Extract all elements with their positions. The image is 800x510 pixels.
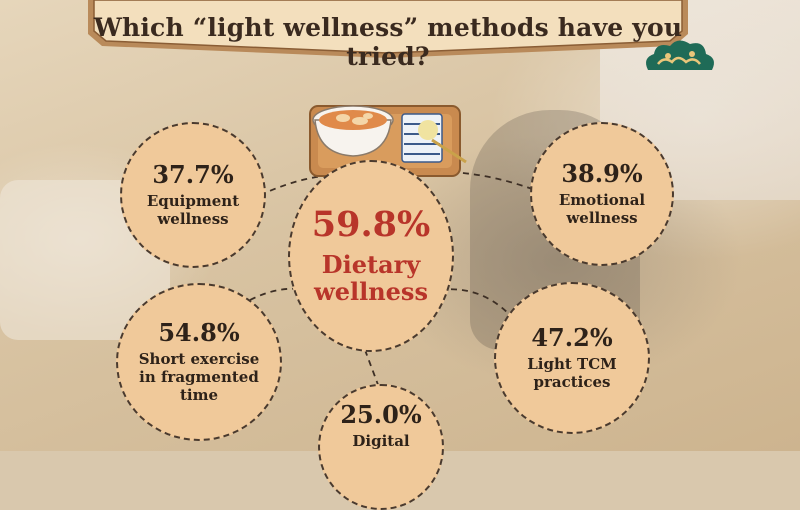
category-label: Digital xyxy=(352,432,410,451)
chart-title: Which “light wellness” methods have you … xyxy=(93,13,683,71)
category-label: Dietary wellness xyxy=(314,249,428,307)
value-label: 59.8% xyxy=(311,204,431,246)
bubble-light-tcm: 47.2% Light TCM practices xyxy=(494,282,650,434)
value-label: 25.0% xyxy=(340,400,422,429)
value-label: 37.7% xyxy=(152,159,234,189)
value-label: 54.8% xyxy=(158,317,240,347)
bubble-digital: 25.0% Digital xyxy=(318,384,444,510)
category-label: Emotional wellness xyxy=(558,191,646,228)
bubble-dietary-wellness: 59.8% Dietary wellness xyxy=(288,160,454,352)
bubble-emotional-wellness: 38.9% Emotional wellness xyxy=(530,122,674,266)
title-banner: Which “light wellness” methods have you … xyxy=(78,0,698,71)
category-label: Short exercise in fragmented time xyxy=(138,350,260,405)
value-label: 47.2% xyxy=(531,322,613,352)
category-label: Equipment wellness xyxy=(146,192,240,229)
category-label: Light TCM practices xyxy=(527,355,617,392)
bubble-short-exercise: 54.8% Short exercise in fragmented time xyxy=(116,283,282,441)
connector-digital xyxy=(364,349,381,391)
bubble-equipment-wellness: 37.7% Equipment wellness xyxy=(120,122,266,268)
connector-lines xyxy=(249,170,536,391)
value-label: 38.9% xyxy=(561,158,643,188)
connector-tcm xyxy=(439,288,511,316)
cloud-ornament-icon xyxy=(646,40,714,70)
soup-bowl-illustration xyxy=(309,105,467,177)
connector-exercise xyxy=(249,287,306,301)
